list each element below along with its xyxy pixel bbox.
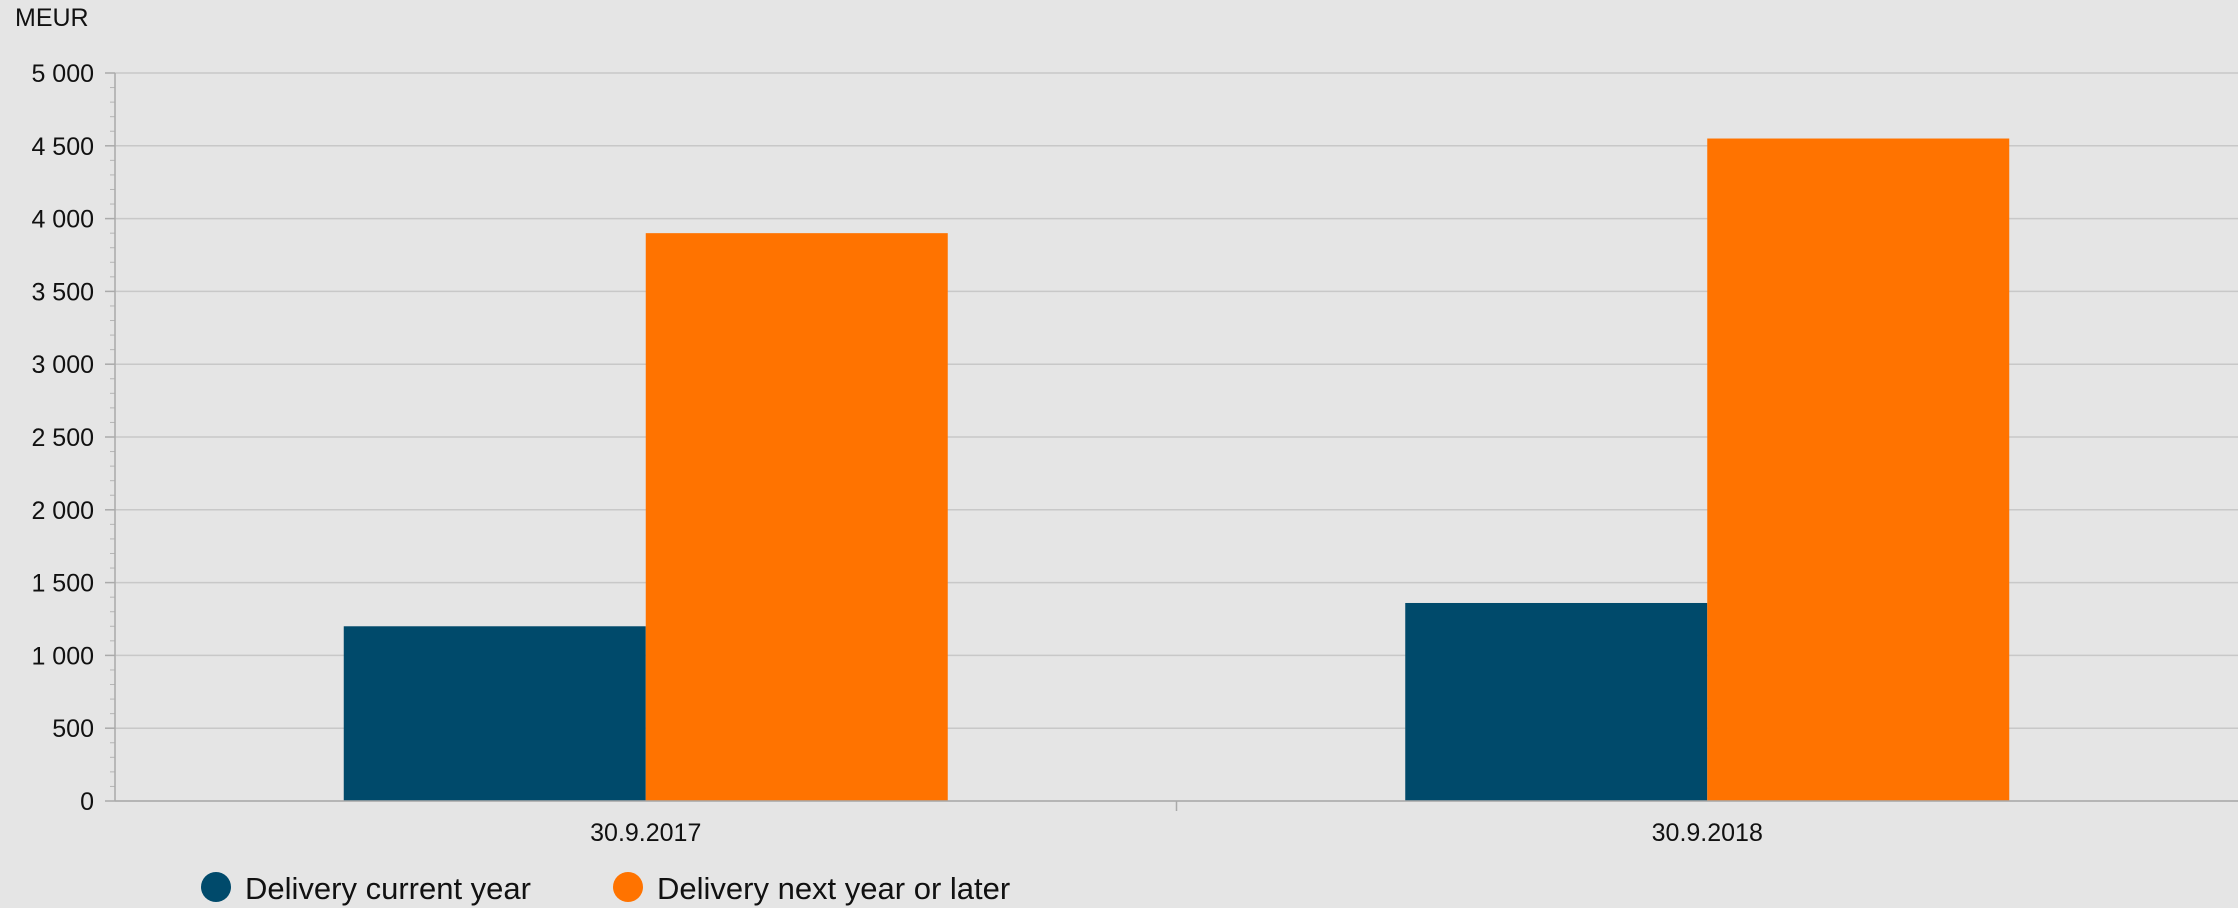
y-tick-label: 2 500 — [31, 424, 94, 452]
bar — [1707, 138, 2010, 801]
y-axis-label: MEUR — [15, 4, 89, 32]
bar — [343, 626, 646, 801]
legend: Delivery current year Delivery next year … — [201, 871, 1010, 906]
x-tick-labels: 30.9.2017 30.9.2018 — [590, 819, 1763, 847]
y-tick-label: 1 500 — [31, 570, 94, 598]
axes — [105, 72, 2238, 811]
y-tick-label: 500 — [52, 715, 94, 743]
legend-swatch — [201, 872, 231, 902]
y-tick-label: 3 500 — [31, 278, 94, 306]
y-tick-label: 2 000 — [31, 497, 94, 525]
bar — [645, 233, 948, 801]
legend-label: Delivery current year — [245, 871, 531, 906]
y-tick-label: 0 — [80, 788, 94, 816]
x-tick-label: 30.9.2018 — [1652, 819, 1763, 847]
legend-swatch — [613, 872, 643, 902]
bar — [1405, 602, 1708, 801]
bars — [343, 138, 2010, 801]
y-tick-labels: 0 500 1 000 1 500 2 000 2 500 3 000 3 500 4 000 4… — [31, 60, 94, 816]
legend-label: Delivery next year or later — [657, 871, 1010, 906]
minor-ticks — [110, 87, 115, 787]
x-tick-label: 30.9.2017 — [590, 819, 701, 847]
y-tick-label: 1 000 — [31, 642, 94, 670]
y-tick-label: 4 500 — [31, 133, 94, 161]
y-tick-label: 5 000 — [31, 60, 94, 88]
y-tick-label: 3 000 — [31, 351, 94, 379]
y-tick-label: 4 000 — [31, 206, 94, 234]
